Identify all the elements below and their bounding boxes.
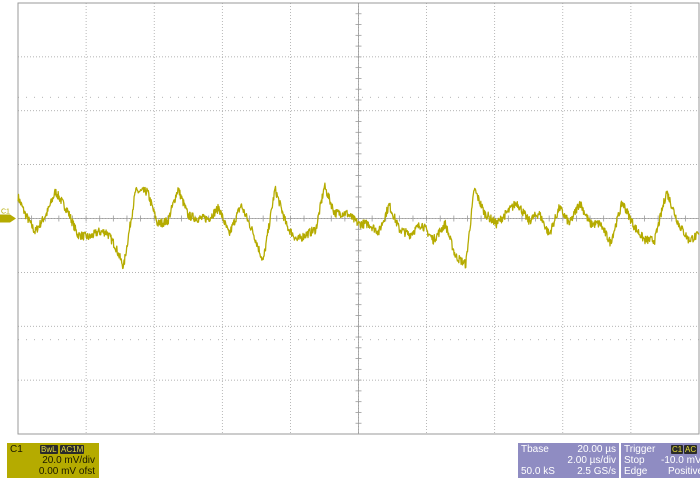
trigger-descriptor[interactable]: Trigger C1 AC Stop -10.0 mV Edge Positiv… — [621, 443, 700, 478]
timebase-delay: 20.00 µs — [577, 444, 616, 455]
timebase-label: Tbase — [521, 444, 549, 455]
channel-name: C1 — [10, 444, 23, 455]
trigger-type: Edge — [624, 466, 648, 477]
coupling-badge: AC1M — [60, 445, 85, 454]
trigger-level: -10.0 mV — [661, 455, 700, 466]
vertical-scale: 20.0 mV/div — [42, 455, 95, 466]
trigger-label: Trigger — [624, 444, 656, 455]
channel-1-ground-marker[interactable]: C1 — [0, 209, 16, 223]
trigger-coupling-badge: AC — [684, 445, 698, 454]
trigger-source-badge: C1 — [671, 445, 684, 454]
channel-1-descriptor[interactable]: C1 BwL AC1M 20.0 mV/div 0.00 mV ofst — [7, 443, 99, 478]
sample-count: 50.0 kS — [521, 466, 555, 477]
vertical-offset: 0.00 mV ofst — [38, 466, 95, 477]
timebase-descriptor[interactable]: Tbase 20.00 µs 2.00 µs/div 50.0 kS 2.5 G… — [518, 443, 619, 478]
info-divider — [516, 443, 518, 478]
center-axis-ticks — [17, 2, 700, 435]
ground-marker-label: C1 — [1, 209, 10, 216]
trigger-slope: Positive — [668, 466, 700, 477]
timebase-scale: 2.00 µs/div — [567, 455, 616, 466]
channel-1-trace — [17, 182, 700, 270]
sample-rate: 2.5 GS/s — [577, 466, 616, 477]
ground-marker-arrow — [0, 214, 16, 223]
trigger-mode: Stop — [624, 455, 645, 466]
bandwidth-limit-badge: BwL — [40, 445, 58, 454]
